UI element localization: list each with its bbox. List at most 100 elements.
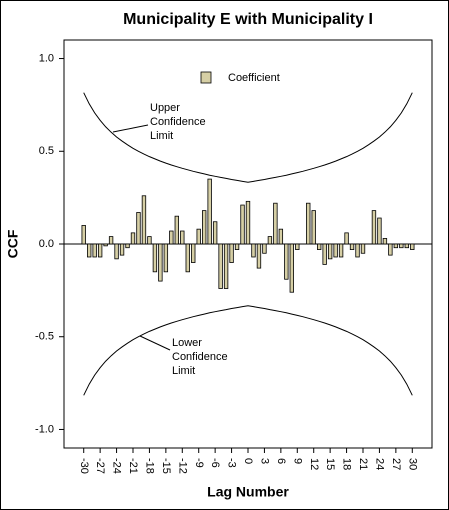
bar <box>158 243 163 282</box>
bar <box>218 243 223 289</box>
x-tick-label: -3 <box>226 458 238 468</box>
legend-swatch <box>200 71 212 84</box>
bar <box>103 243 108 247</box>
bar <box>202 210 207 245</box>
bar <box>136 212 141 245</box>
x-tick-label: -6 <box>209 458 221 468</box>
legend-label: Coefficient <box>228 72 280 84</box>
bar <box>295 243 300 250</box>
annotation: Confidence <box>172 351 228 363</box>
x-tick-label: -9 <box>193 458 205 468</box>
bar <box>130 232 136 245</box>
bar <box>267 236 273 245</box>
bar <box>97 243 103 258</box>
annotation: Lower <box>172 337 202 349</box>
bar <box>278 228 284 245</box>
x-tick-label: -24 <box>111 458 123 474</box>
x-tick-label: 21 <box>357 458 369 470</box>
bar <box>87 243 92 258</box>
bar <box>207 178 212 245</box>
bar <box>141 195 147 245</box>
x-tick-label: 24 <box>374 458 386 470</box>
bar <box>196 228 201 245</box>
bar <box>240 204 245 245</box>
annotation-leader <box>139 335 171 351</box>
bar <box>404 243 409 249</box>
annotation: Upper <box>150 102 180 114</box>
x-tick-label: 6 <box>275 458 287 464</box>
y-tick-label: 1.0 <box>39 52 54 64</box>
bar <box>393 243 399 249</box>
x-tick-label: 30 <box>406 458 418 470</box>
bar <box>284 243 289 280</box>
bar <box>191 243 196 263</box>
bar <box>212 221 218 245</box>
y-tick-label: 0.0 <box>39 238 54 250</box>
bar <box>169 230 174 245</box>
bar <box>81 225 86 245</box>
bar <box>377 217 382 245</box>
annotation: Limit <box>150 130 173 142</box>
bar <box>327 243 333 260</box>
x-tick-label: -18 <box>144 458 156 474</box>
bar <box>147 236 152 245</box>
annotation-leader <box>112 124 149 133</box>
bar <box>311 210 316 245</box>
annotation: Limit <box>172 365 195 377</box>
bar <box>163 243 169 273</box>
bar <box>185 243 190 273</box>
bar <box>289 243 294 293</box>
confidence-limit <box>83 305 413 396</box>
bar <box>355 243 360 258</box>
bar <box>256 243 262 269</box>
bar <box>388 243 393 256</box>
confidence-limit <box>83 92 413 183</box>
bar <box>349 243 355 250</box>
bar <box>125 243 130 249</box>
bar <box>180 230 185 245</box>
bar <box>174 215 179 245</box>
bar <box>382 238 388 245</box>
annotation: Confidence <box>150 116 206 128</box>
bar <box>114 243 119 260</box>
x-tick-label: -21 <box>127 458 139 474</box>
bar <box>108 236 114 245</box>
bar <box>229 243 234 263</box>
bar <box>371 210 377 245</box>
x-tick-label: -30 <box>78 458 90 474</box>
y-tick-label: -0.5 <box>35 331 54 343</box>
x-tick-label: -15 <box>160 458 172 474</box>
bar <box>344 232 349 245</box>
bar <box>273 202 278 245</box>
chart-title: Municipality E with Municipality I <box>123 11 373 28</box>
bar <box>410 243 415 250</box>
x-axis-label: Lag Number <box>207 484 289 500</box>
bar <box>338 243 344 258</box>
bar <box>234 243 240 250</box>
bar <box>262 243 267 254</box>
x-tick-label: -27 <box>94 458 106 474</box>
bar <box>119 243 125 256</box>
bar <box>360 243 366 254</box>
x-tick-label: 3 <box>259 458 271 464</box>
bar <box>317 243 322 250</box>
y-tick-label: 0.5 <box>39 145 54 157</box>
x-tick-label: 27 <box>390 458 402 470</box>
y-axis-label: CCF <box>5 229 21 258</box>
y-tick-label: -1.0 <box>35 423 54 435</box>
x-tick-label: 12 <box>308 458 320 470</box>
x-tick-label: 15 <box>324 458 336 470</box>
bar <box>306 202 311 245</box>
x-tick-label: 9 <box>291 458 303 464</box>
bar <box>322 243 327 265</box>
x-tick-label: 18 <box>341 458 353 470</box>
bar <box>333 243 338 258</box>
x-tick-label: -12 <box>176 458 188 474</box>
bar <box>92 243 97 258</box>
bar <box>251 243 256 258</box>
bar <box>399 243 404 249</box>
bar <box>223 243 229 289</box>
bar <box>245 200 251 245</box>
x-tick-label: 0 <box>242 458 254 464</box>
